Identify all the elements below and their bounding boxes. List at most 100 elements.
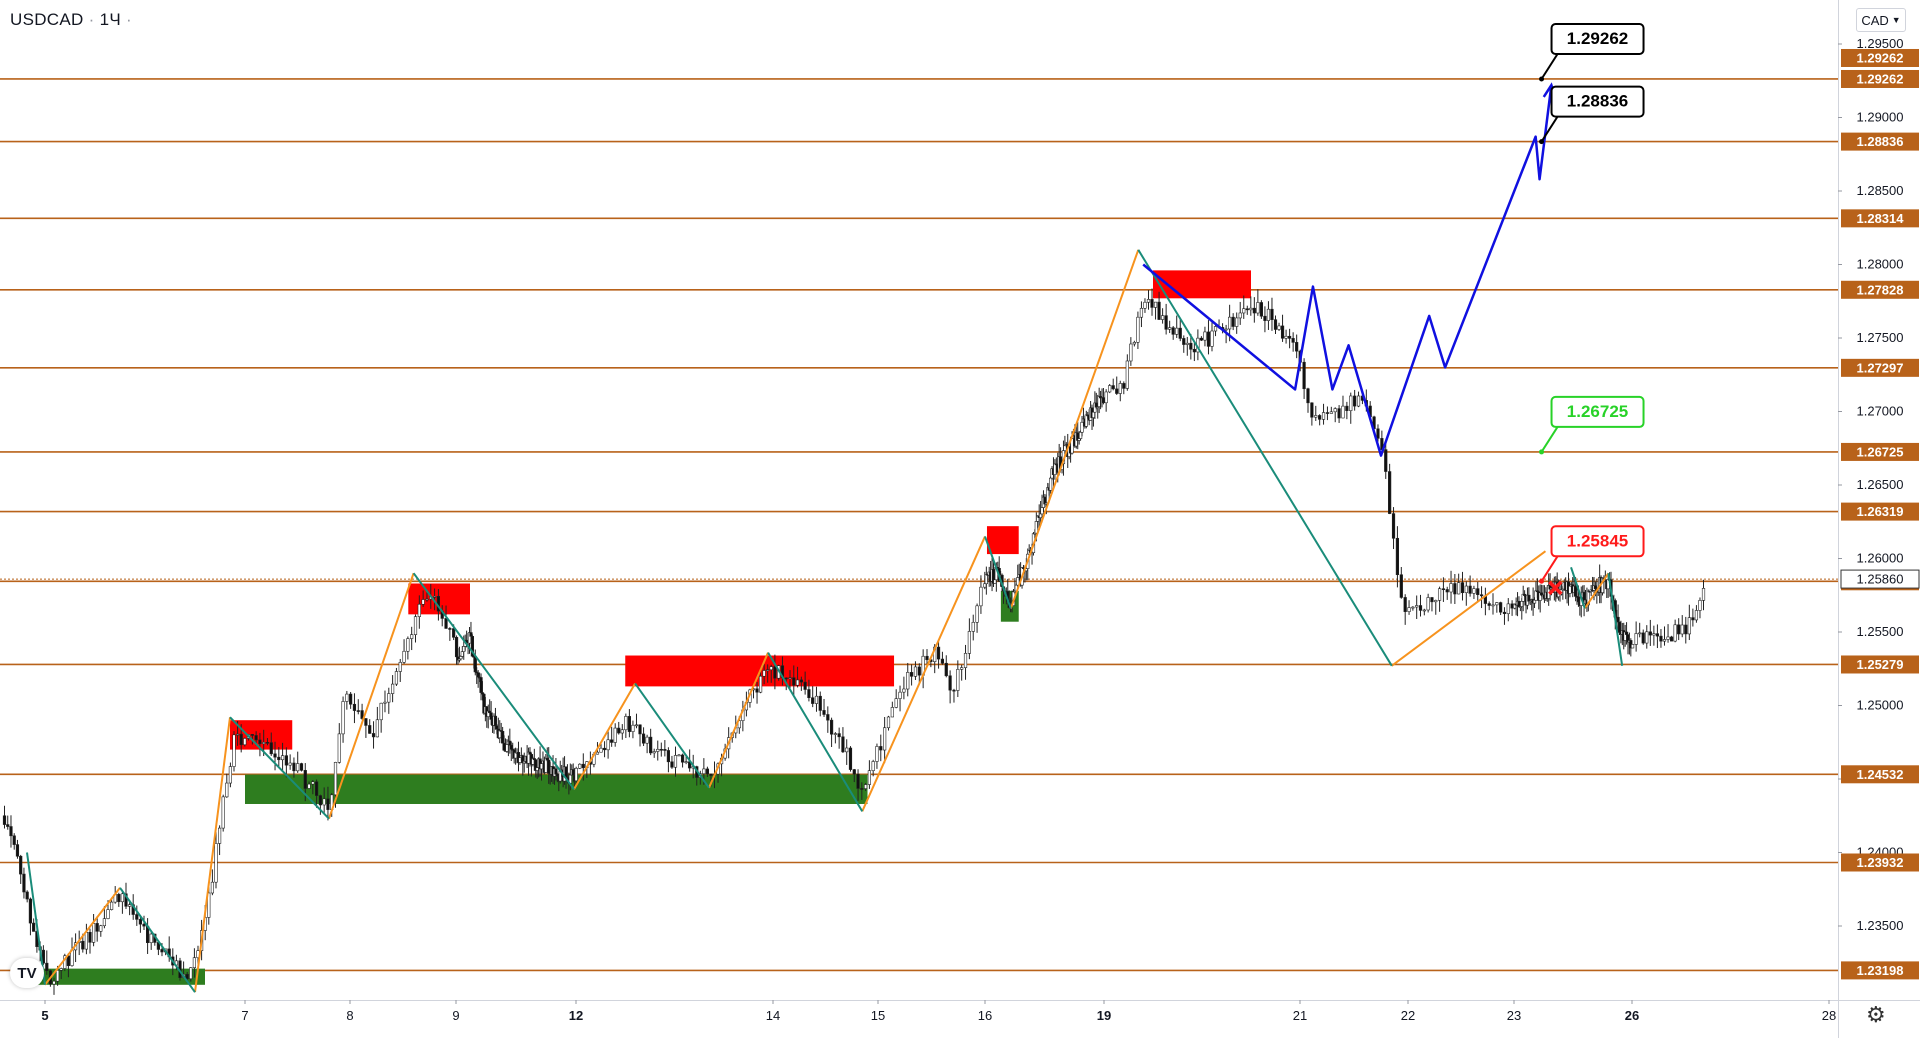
candle-body [495,725,499,730]
candle-body [1655,633,1660,637]
candle-body [1157,301,1161,320]
candle-body [322,798,326,806]
candle-body [1353,395,1357,407]
zigzag-down-segment [229,716,330,820]
currency-button[interactable]: CAD ▼ [1856,8,1906,32]
candle-body [88,931,92,943]
candle-body [1506,603,1510,615]
candle-body [1430,597,1434,603]
candle-body [239,733,243,746]
zigzag-up-segment [861,536,986,812]
candle-body [160,949,164,953]
candle-body [518,757,522,763]
zones [36,270,1251,985]
candle-body [788,677,792,680]
candle-body [225,782,229,798]
candle-body [1136,316,1140,343]
candle-body [766,669,770,672]
candle-body [1527,594,1531,602]
level-label: 1.29262 [1857,71,1904,86]
candle-body [571,769,575,776]
supply-zone [986,526,1019,555]
candle-body [269,742,273,755]
candle-body [984,574,988,585]
candle-body [1468,585,1472,594]
candle-body [1576,596,1581,603]
level-label: 1.26319 [1857,504,1904,519]
candle-body [1415,605,1419,608]
candle-body [292,762,296,772]
level-extra-label: 1.29262 [1857,50,1904,65]
candle-body [303,770,307,789]
candle-body [758,675,763,693]
candle-body [1460,582,1465,594]
candle-body [383,701,387,704]
candle-body [185,973,189,980]
candle-body [1499,602,1503,613]
candle-body [1091,411,1096,418]
candle-body [641,733,646,744]
candle-body [829,719,834,735]
callout-box [1550,525,1645,558]
candle-body [1441,588,1446,591]
candle-body [1295,342,1299,352]
candle-body [1534,590,1538,601]
candle-body [149,933,153,944]
callout-pointer [1540,426,1559,453]
candle-body [138,919,143,925]
candle-body [1422,609,1426,612]
candle-body [394,671,399,685]
zigzag-up-segment [1583,572,1610,610]
candle-body [879,746,883,751]
candle-body [508,740,512,746]
candle-body [875,746,879,762]
candle-body [1139,307,1144,318]
candle-body [1224,328,1228,331]
candle-body [236,733,240,736]
tradingview-logo[interactable]: TV [10,958,44,988]
time-tick-label: 19 [1097,1008,1111,1023]
candle-body [1189,342,1193,350]
gear-icon[interactable]: ⚙ [1866,1002,1886,1027]
candle-body [841,736,845,753]
zigzag-down-segment [1570,567,1586,609]
candle-body [349,693,353,705]
time-tick-label: 9 [452,1008,459,1023]
candle-body [1341,405,1345,419]
candle-body [1698,600,1702,611]
candle-body [28,898,33,924]
candle-body [993,579,997,584]
candle-body [1178,327,1182,339]
candle-body [469,632,473,637]
candle-body [1388,471,1392,514]
candle-body [1306,388,1310,404]
candle-body [1399,574,1403,598]
candle-body [1164,315,1168,330]
candle-body [102,918,106,927]
level-box [1841,655,1919,674]
candle-body [1684,624,1688,635]
callout-label: 1.25845 [1567,531,1628,550]
level-box [1841,442,1919,461]
candle-body [1280,325,1285,339]
candle-body [670,761,674,768]
candle-body [826,714,830,721]
candle-body [99,925,103,932]
candle-body [1630,644,1635,649]
candle-body [871,761,875,771]
candle-body [1652,633,1656,636]
candle-body [413,616,418,635]
candle-body [345,693,349,702]
candle-body [606,739,610,751]
candle-body [476,672,480,678]
timeframe-label[interactable]: 1Ч [99,10,121,29]
candle-body [337,733,341,763]
zigzag-down-segment [26,852,46,985]
symbol-title[interactable]: USDCAD · 1Ч · [10,10,132,29]
candle-body [318,795,322,806]
candle-body [852,769,856,775]
candle-body [1617,621,1622,633]
candle-body [1445,589,1449,593]
candle-body [402,650,406,663]
